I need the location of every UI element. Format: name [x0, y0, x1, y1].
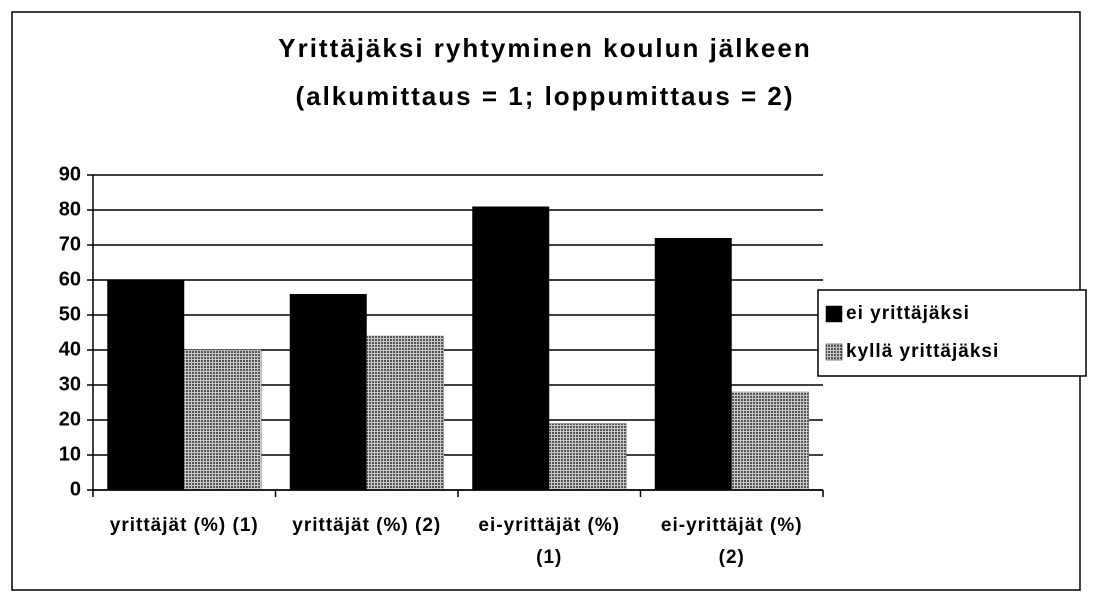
y-tick-label: 30	[59, 373, 81, 395]
y-tick-label: 60	[59, 268, 81, 290]
bar	[366, 335, 444, 491]
bar	[184, 349, 262, 491]
y-tick-label: 80	[59, 198, 81, 220]
chart-title: Yrittäjäksi ryhtyminen koulun jälkeen	[278, 33, 811, 63]
y-tick-label: 10	[59, 443, 81, 465]
chart-subtitle: (alkumittaus = 1; loppumittaus = 2)	[295, 81, 794, 111]
legend-label: ei yrittäjäksi	[846, 303, 970, 324]
legend-label: kyllä yrittäjäksi	[846, 341, 999, 362]
bar	[654, 238, 732, 490]
x-tick-label: ei-yrittäjät (%) (2)	[660, 515, 803, 568]
legend-swatch	[825, 305, 843, 323]
y-tick-label: 50	[59, 303, 81, 325]
x-tick-label: yrittäjät (%) (1)	[109, 515, 259, 536]
x-tick-label: yrittäjät (%) (2)	[292, 515, 442, 536]
bar	[731, 391, 809, 491]
bar	[289, 294, 367, 490]
y-tick-label: 0	[70, 478, 81, 500]
y-tick-label: 40	[59, 338, 81, 360]
bar	[472, 206, 550, 490]
y-tick-label: 20	[59, 408, 81, 430]
bar	[107, 280, 185, 490]
bar	[549, 423, 627, 491]
y-tick-label: 70	[59, 233, 81, 255]
legend-box	[817, 289, 1087, 377]
legend-swatch	[825, 343, 843, 361]
y-tick-label: 90	[59, 163, 81, 185]
x-tick-label: ei-yrittäjät (%) (1)	[478, 515, 621, 568]
